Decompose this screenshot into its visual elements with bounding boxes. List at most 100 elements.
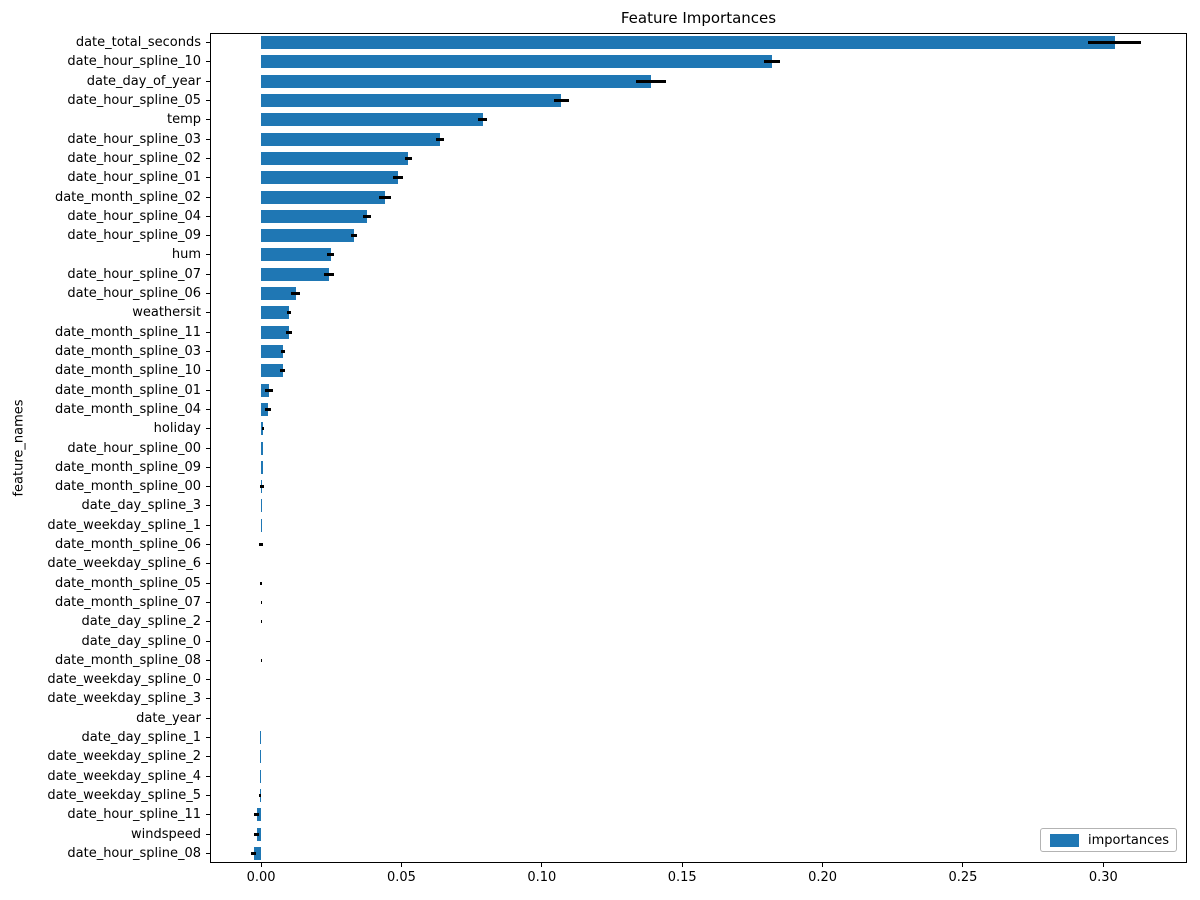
error-bar <box>262 427 265 431</box>
y-tick-label: date_month_spline_08 <box>54 652 201 668</box>
y-tick-mark <box>206 80 210 82</box>
error-bar <box>260 581 263 585</box>
y-tick-label: date_hour_spline_04 <box>67 208 201 224</box>
y-tick-label: date_hour_spline_08 <box>67 845 201 861</box>
bar <box>261 422 264 436</box>
bar <box>261 74 652 88</box>
error-bar <box>259 543 264 546</box>
error-bar <box>363 214 371 218</box>
y-tick-mark <box>206 640 210 642</box>
error-bar <box>265 388 274 392</box>
y-tick-mark <box>206 370 210 372</box>
error-bar <box>250 851 257 855</box>
error-bar <box>350 234 358 238</box>
x-tick-mark <box>822 863 824 867</box>
y-tick-label: holiday <box>153 421 201 437</box>
error-bar <box>478 118 488 122</box>
bar <box>261 209 367 223</box>
y-tick-label: date_weekday_spline_3 <box>47 691 201 707</box>
legend-label: importances <box>1088 832 1170 848</box>
error-bar <box>291 292 301 296</box>
y-tick-mark <box>206 775 210 777</box>
x-tick-label: 0.05 <box>386 870 416 885</box>
y-tick-label: temp <box>166 112 201 128</box>
y-tick-mark <box>206 814 210 816</box>
error-bar <box>379 195 392 199</box>
y-tick-label: date_weekday_spline_6 <box>47 556 201 572</box>
y-tick-mark <box>206 293 210 295</box>
x-tick-mark <box>962 863 964 867</box>
y-tick-label: date_hour_spline_09 <box>67 228 201 244</box>
bar <box>261 287 296 301</box>
error-bar <box>287 311 292 315</box>
bar <box>261 248 331 262</box>
error-bar <box>327 253 335 257</box>
y-tick-mark <box>206 119 210 121</box>
bar <box>261 113 483 127</box>
y-tick-mark <box>206 563 210 565</box>
y-tick-mark <box>206 486 210 488</box>
y-tick-label: date_weekday_spline_4 <box>47 768 201 784</box>
y-tick-mark <box>206 621 210 623</box>
x-tick-label: 0.10 <box>527 870 557 885</box>
error-bar <box>260 658 262 662</box>
bar <box>261 364 283 378</box>
bar <box>261 267 330 281</box>
x-tick-label: 0.30 <box>1088 870 1118 885</box>
error-bar <box>254 813 260 817</box>
error-bar <box>258 793 261 797</box>
y-tick-label: date_hour_spline_11 <box>67 807 201 823</box>
bar <box>261 190 386 204</box>
y-tick-label: date_month_spline_10 <box>54 363 201 379</box>
y-tick-mark <box>206 157 210 159</box>
y-tick-label: date_month_spline_04 <box>54 401 201 417</box>
y-tick-label: date_month_spline_05 <box>54 575 201 591</box>
y-tick-mark <box>206 466 210 468</box>
y-tick-label: date_hour_spline_00 <box>67 440 201 456</box>
error-bar <box>392 176 403 180</box>
x-tick-mark <box>681 863 683 867</box>
error-bar <box>286 330 292 334</box>
y-tick-mark <box>206 350 210 352</box>
y-tick-mark <box>206 852 210 854</box>
y-tick-label: date_year <box>136 710 201 726</box>
y-tick-label: date_weekday_spline_0 <box>47 672 201 688</box>
y-tick-mark <box>206 698 210 700</box>
y-tick-mark <box>206 679 210 681</box>
y-tick-label: date_hour_spline_07 <box>67 266 201 282</box>
bar <box>259 731 262 745</box>
x-tick-label: 0.20 <box>808 870 838 885</box>
bar <box>259 750 262 764</box>
bar <box>261 55 773 69</box>
y-tick-mark <box>206 408 210 410</box>
x-tick-mark <box>541 863 543 867</box>
bar <box>261 151 409 165</box>
y-tick-mark <box>206 312 210 314</box>
y-tick-mark <box>206 447 210 449</box>
y-tick-mark <box>206 737 210 739</box>
bar <box>261 36 1115 50</box>
y-tick-mark <box>206 833 210 835</box>
bar <box>259 769 262 783</box>
y-tick-mark <box>206 524 210 526</box>
error-bar <box>553 99 570 103</box>
bar <box>261 460 264 474</box>
y-tick-mark <box>206 273 210 275</box>
y-tick-label: date_month_spline_11 <box>54 324 201 340</box>
error-bar <box>436 137 445 141</box>
bar <box>261 171 398 185</box>
y-tick-mark <box>206 601 210 603</box>
bar <box>261 499 263 513</box>
x-tick-mark <box>1102 863 1104 867</box>
chart-title: Feature Importances <box>620 9 777 27</box>
y-tick-mark <box>206 582 210 584</box>
y-tick-label: date_month_spline_06 <box>54 537 201 552</box>
y-tick-label: date_month_spline_01 <box>54 382 201 398</box>
error-bar <box>281 349 286 353</box>
error-bar <box>254 832 260 836</box>
bar <box>261 441 264 455</box>
y-tick-mark <box>206 42 210 44</box>
y-tick-label: date_day_spline_3 <box>81 498 201 514</box>
y-tick-mark <box>206 215 210 217</box>
y-tick-label: date_month_spline_09 <box>54 459 201 475</box>
